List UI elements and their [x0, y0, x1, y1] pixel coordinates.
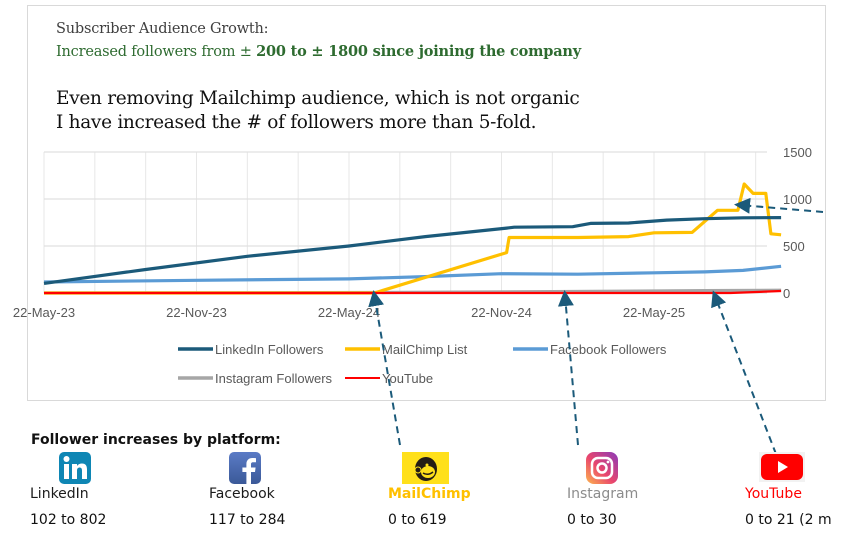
platform-mailchimp: MailChimp 0 to 619	[388, 452, 528, 528]
platform-name: Instagram	[567, 486, 639, 502]
chart-frame	[27, 5, 826, 401]
y-tick-label: 1500	[783, 145, 812, 160]
mailchimp-icon	[402, 452, 449, 484]
legend-label: MailChimp List	[382, 342, 468, 357]
platform-range: 0 to 21 (2 m	[745, 512, 832, 528]
subtitle-prefix: Increased followers from ±	[56, 44, 257, 60]
annotation-arrows	[368, 197, 824, 455]
annotation-arrow	[711, 290, 777, 455]
platform-range: 117 to 284	[209, 512, 286, 528]
linkedin-icon	[59, 452, 91, 484]
grid-lines	[43, 151, 767, 294]
facebook-icon	[229, 452, 261, 484]
legend-label: Facebook Followers	[550, 342, 667, 357]
youtube-icon	[759, 452, 805, 482]
series-lines	[43, 182, 782, 295]
x-axis-ticks: 22-May-23 22-Nov-23 22-May-24 22-Nov-24 22-M…	[13, 305, 685, 320]
headline-line-1: Even removing Mailchimp audience, which …	[56, 88, 580, 109]
series-line-facebook-followers	[43, 264, 782, 284]
y-tick-label: 1000	[783, 192, 812, 207]
platform-range: 0 to 30	[567, 512, 617, 528]
y-axis-ticks: 0 500 1000 1500	[783, 145, 812, 301]
legend: LinkedIn Followers MailChimp List Facebook…	[178, 342, 667, 386]
x-tick-label: 22-May-24	[318, 305, 380, 320]
series-line-linkedin-followers	[43, 216, 782, 285]
headline-line-2: I have increased the # of followers more…	[56, 112, 537, 133]
chart-subtitle-growth: Increased followers from ± 200 to ± 1800…	[56, 43, 581, 60]
series-line-youtube	[44, 289, 782, 295]
chart-subtitle: Subscriber Audience Growth:	[56, 21, 269, 37]
platform-facebook: Facebook 117 to 284	[209, 452, 349, 528]
x-tick-label: 22-May-25	[623, 305, 685, 320]
subtitle-bold: 200 to ± 1800 since joining the company	[256, 43, 581, 60]
legend-label: LinkedIn Followers	[215, 342, 324, 357]
annotation-arrow	[368, 290, 401, 446]
y-tick-label: 0	[783, 286, 790, 301]
platform-range: 102 to 802	[30, 512, 107, 528]
platform-name: YouTube	[745, 486, 802, 502]
platform-youtube: YouTube 0 to 21 (2 m	[745, 452, 850, 528]
series-line-mailchimp-list	[44, 182, 782, 295]
x-tick-label: 22-Nov-23	[166, 305, 227, 320]
y-tick-label: 500	[783, 239, 805, 254]
x-tick-label: 22-May-23	[13, 305, 75, 320]
platform-name: LinkedIn	[30, 486, 89, 502]
platform-instagram: Instagram 0 to 30	[567, 452, 707, 528]
chart-headline: Even removing Mailchimp audience, which …	[56, 87, 580, 135]
instagram-icon	[586, 452, 618, 484]
platform-linkedin: LinkedIn 102 to 802	[30, 452, 170, 528]
legend-label: YouTube	[382, 371, 433, 386]
annotation-arrow	[557, 290, 579, 446]
platform-range: 0 to 619	[388, 512, 447, 528]
platform-name: Facebook	[209, 486, 275, 502]
platform-section-title: Follower increases by platform:	[31, 432, 281, 448]
legend-label: Instagram Followers	[215, 371, 333, 386]
platform-name: MailChimp	[388, 486, 471, 502]
x-tick-label: 22-Nov-24	[471, 305, 532, 320]
annotation-arrow	[734, 197, 824, 214]
